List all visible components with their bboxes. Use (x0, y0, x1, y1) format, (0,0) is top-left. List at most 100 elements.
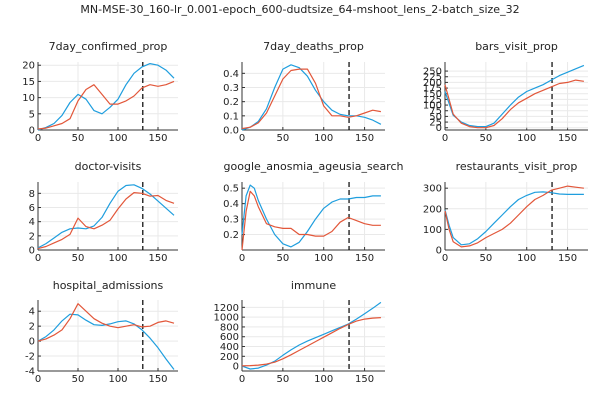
x-tick-label: 100 (517, 133, 536, 144)
x-tick-label: 0 (442, 133, 448, 144)
x-tick-label: 100 (314, 253, 333, 264)
x-tick-label: 150 (148, 253, 167, 264)
y-tick-label: 0 (436, 246, 442, 257)
y-tick-label: 8 (29, 189, 35, 200)
observed-series-line (444, 79, 584, 129)
chart-title: bars_visit_prop (475, 40, 558, 53)
y-tick-label: 0 (436, 123, 442, 134)
observed-series-line (444, 185, 584, 248)
y-tick-label: 0 (29, 337, 35, 348)
x-tick-label: 150 (148, 133, 167, 144)
x-tick-label: 0 (442, 253, 448, 264)
x-tick-label: 100 (108, 253, 127, 264)
model-series-line (241, 301, 382, 370)
y-tick-label: 0.2 (223, 230, 239, 241)
model-series-line (37, 184, 175, 249)
model-series-line (444, 191, 584, 246)
x-tick-label: 150 (355, 133, 374, 144)
x-tick-label: 50 (276, 253, 289, 264)
y-tick-label: 0.5 (223, 184, 239, 195)
y-tick-label: 125 (423, 95, 442, 106)
x-tick-label: 100 (314, 133, 333, 144)
x-tick-label: 100 (108, 374, 127, 385)
observed-series-line (241, 317, 381, 367)
y-tick-label: 2 (29, 322, 35, 333)
y-tick-label: 1000 (214, 313, 239, 324)
chart-title: restaurants_visit_prop (456, 160, 578, 173)
y-tick-label: 0.3 (223, 215, 239, 226)
x-tick-label: 150 (355, 253, 374, 264)
y-tick-label: 10 (22, 93, 35, 104)
model-series-line (444, 64, 585, 128)
observed-series-line (37, 80, 175, 130)
y-tick-label: 15 (22, 77, 35, 88)
y-tick-label: 1200 (214, 303, 239, 314)
observed-series-line (37, 303, 175, 342)
y-tick-label: 200 (423, 78, 442, 89)
x-tick-label: 100 (108, 133, 127, 144)
y-tick-label: 50 (429, 112, 442, 123)
y-tick-label: -4 (25, 367, 35, 378)
chart-panel-2: 7day_deaths_prop 0 50 100 150 0.0 0.1 0.2 0.3 0.4 (223, 40, 385, 144)
x-tick-label: 50 (72, 253, 85, 264)
chart-title: immune (291, 279, 336, 292)
y-tick-label: 100 (423, 225, 442, 236)
chart-panel-1: 7day_confirmed_prop 0 50 100 150 0 5 10 15 20 (22, 40, 178, 144)
y-tick-label: 75 (429, 106, 442, 117)
chart-panel-6: restaurants_visit_prop 0 50 100 150 0 100 200 30… (423, 160, 588, 264)
x-tick-label: 0 (239, 374, 245, 385)
chart-title: 7day_deaths_prop (263, 40, 364, 53)
y-tick-label: 4 (29, 307, 35, 318)
y-tick-label: 250 (423, 67, 442, 78)
x-tick-label: 150 (558, 133, 577, 144)
x-tick-label: 50 (276, 374, 289, 385)
chart-title: hospital_admissions (53, 279, 164, 292)
y-tick-label: 0.4 (223, 69, 239, 80)
y-tick-label: 2 (29, 231, 35, 242)
x-tick-label: 50 (479, 253, 492, 264)
model-series-line (241, 64, 382, 131)
y-tick-label: 200 (220, 352, 239, 363)
x-tick-label: 50 (276, 133, 289, 144)
x-tick-label: 150 (355, 374, 374, 385)
y-tick-label: 175 (423, 84, 442, 95)
y-tick-label: 0.3 (223, 83, 239, 94)
y-tick-label: 0.0 (223, 126, 239, 137)
chart-title: 7day_confirmed_prop (49, 40, 168, 53)
x-tick-label: 0 (239, 253, 245, 264)
y-tick-label: 225 (423, 72, 442, 83)
y-tick-label: 0.4 (223, 199, 239, 210)
y-tick-label: 600 (220, 332, 239, 343)
model-series-line (37, 313, 175, 370)
observed-series-line (241, 68, 382, 130)
y-tick-label: 100 (423, 101, 442, 112)
y-tick-label: 0.2 (223, 97, 239, 108)
chart-title: google_anosmia_ageusia_search (224, 160, 404, 173)
y-tick-label: 400 (220, 342, 239, 353)
x-tick-label: 100 (517, 253, 536, 264)
y-tick-label: 0 (29, 246, 35, 257)
observed-series-line (241, 190, 381, 251)
x-tick-label: 100 (314, 374, 333, 385)
y-tick-label: 0 (29, 126, 35, 137)
x-tick-label: 0 (35, 133, 41, 144)
y-tick-label: -2 (25, 352, 35, 363)
y-tick-label: 6 (29, 203, 35, 214)
x-tick-label: 0 (35, 374, 41, 385)
y-tick-label: 0 (233, 362, 239, 373)
y-tick-label: 20 (22, 61, 35, 72)
y-tick-label: 200 (423, 204, 442, 215)
y-tick-label: 150 (423, 89, 442, 100)
x-tick-label: 50 (479, 133, 492, 144)
x-tick-label: 150 (148, 374, 167, 385)
y-tick-label: 300 (423, 184, 442, 195)
y-tick-label: 25 (429, 118, 442, 129)
chart-title: doctor-visits (75, 160, 142, 173)
x-tick-label: 150 (558, 253, 577, 264)
